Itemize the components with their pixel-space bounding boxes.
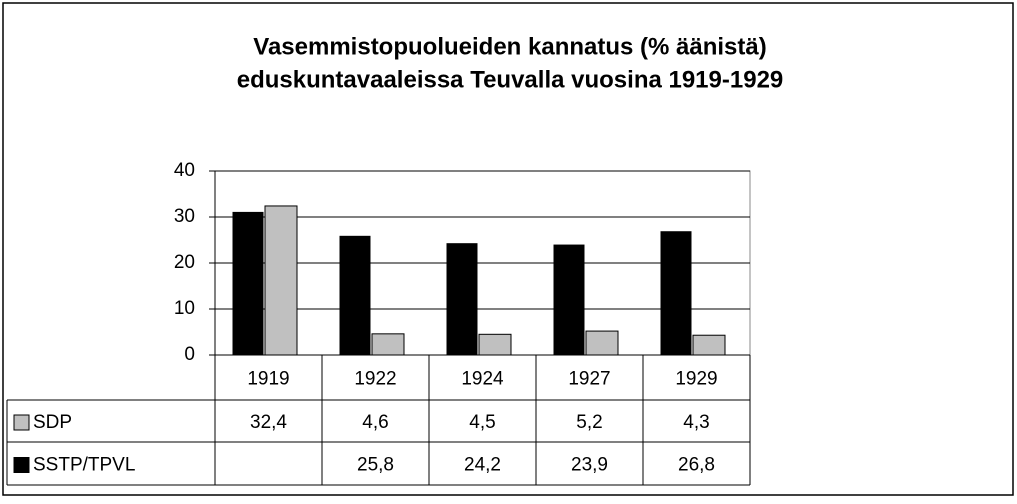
x-tick-label: 1922	[354, 369, 396, 390]
bar	[585, 330, 619, 356]
chart-title: Vasemmistopuolueiden kannatus (% äänistä…	[253, 33, 766, 60]
data-label: 23,9	[571, 455, 608, 476]
x-tick-label: 1924	[461, 369, 504, 390]
bar	[446, 243, 478, 356]
bar	[264, 205, 298, 356]
bar	[339, 235, 371, 356]
bar	[660, 231, 692, 356]
bar	[478, 333, 512, 356]
data-label: 32,4	[250, 412, 287, 433]
bar	[371, 333, 405, 356]
x-tick-label: 1927	[568, 369, 610, 390]
data-label: 4,3	[683, 412, 709, 433]
chart-subtitle: eduskuntavaaleissa Teuvalla vuosina 1919…	[237, 66, 784, 93]
data-label: 26,8	[678, 455, 715, 476]
bar	[692, 334, 726, 356]
legend-label: SDP	[33, 412, 72, 433]
data-label: 4,5	[469, 412, 495, 433]
bar	[232, 211, 264, 356]
legend-key	[13, 457, 30, 473]
data-label: 5,2	[576, 412, 602, 433]
y-tick-label: 40	[174, 160, 195, 181]
y-tick-label: 30	[174, 206, 195, 227]
data-label: 4,6	[362, 412, 388, 433]
data-label: 25,8	[357, 455, 394, 476]
x-tick-label: 1929	[675, 369, 717, 390]
y-tick-label: 20	[174, 252, 195, 273]
y-tick-label: 0	[184, 344, 195, 365]
bar	[553, 244, 585, 356]
data-label: 24,2	[464, 455, 501, 476]
legend-label: SSTP/TPVL	[33, 455, 135, 476]
x-tick-label: 1919	[247, 369, 289, 390]
legend-key	[13, 414, 30, 431]
y-tick-label: 10	[174, 298, 195, 319]
